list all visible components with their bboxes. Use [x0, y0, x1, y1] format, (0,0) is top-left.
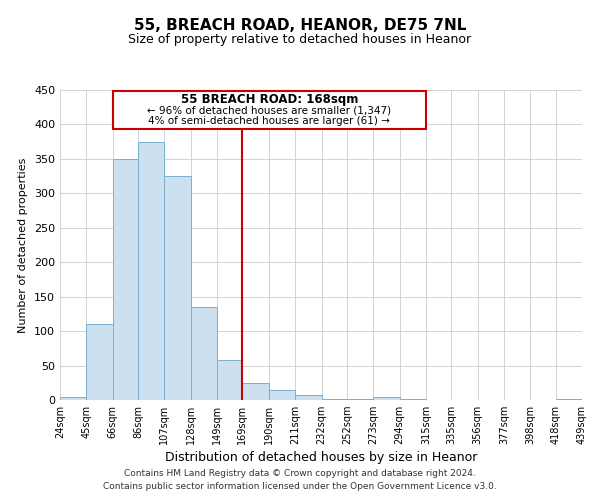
- Bar: [242, 383, 269, 400]
- FancyBboxPatch shape: [113, 92, 426, 130]
- Text: 55, BREACH ROAD, HEANOR, DE75 7NL: 55, BREACH ROAD, HEANOR, DE75 7NL: [134, 18, 466, 32]
- Bar: [322, 398, 347, 400]
- Bar: [556, 398, 582, 400]
- X-axis label: Distribution of detached houses by size in Heanor: Distribution of detached houses by size …: [165, 452, 477, 464]
- Y-axis label: Number of detached properties: Number of detached properties: [19, 158, 28, 332]
- Bar: [164, 176, 191, 400]
- Text: Contains HM Land Registry data © Crown copyright and database right 2024.: Contains HM Land Registry data © Crown c…: [124, 468, 476, 477]
- Text: 55 BREACH ROAD: 168sqm: 55 BREACH ROAD: 168sqm: [181, 93, 358, 106]
- Bar: [269, 390, 295, 400]
- Text: Size of property relative to detached houses in Heanor: Size of property relative to detached ho…: [128, 32, 472, 46]
- Bar: [373, 396, 400, 400]
- Bar: [138, 142, 164, 400]
- Bar: [60, 396, 86, 400]
- Bar: [113, 159, 138, 400]
- Text: 4% of semi-detached houses are larger (61) →: 4% of semi-detached houses are larger (6…: [148, 116, 391, 126]
- Bar: [86, 324, 113, 400]
- Text: ← 96% of detached houses are smaller (1,347): ← 96% of detached houses are smaller (1,…: [148, 106, 391, 116]
- Bar: [217, 360, 242, 400]
- Bar: [191, 307, 217, 400]
- Text: Contains public sector information licensed under the Open Government Licence v3: Contains public sector information licen…: [103, 482, 497, 491]
- Bar: [295, 395, 322, 400]
